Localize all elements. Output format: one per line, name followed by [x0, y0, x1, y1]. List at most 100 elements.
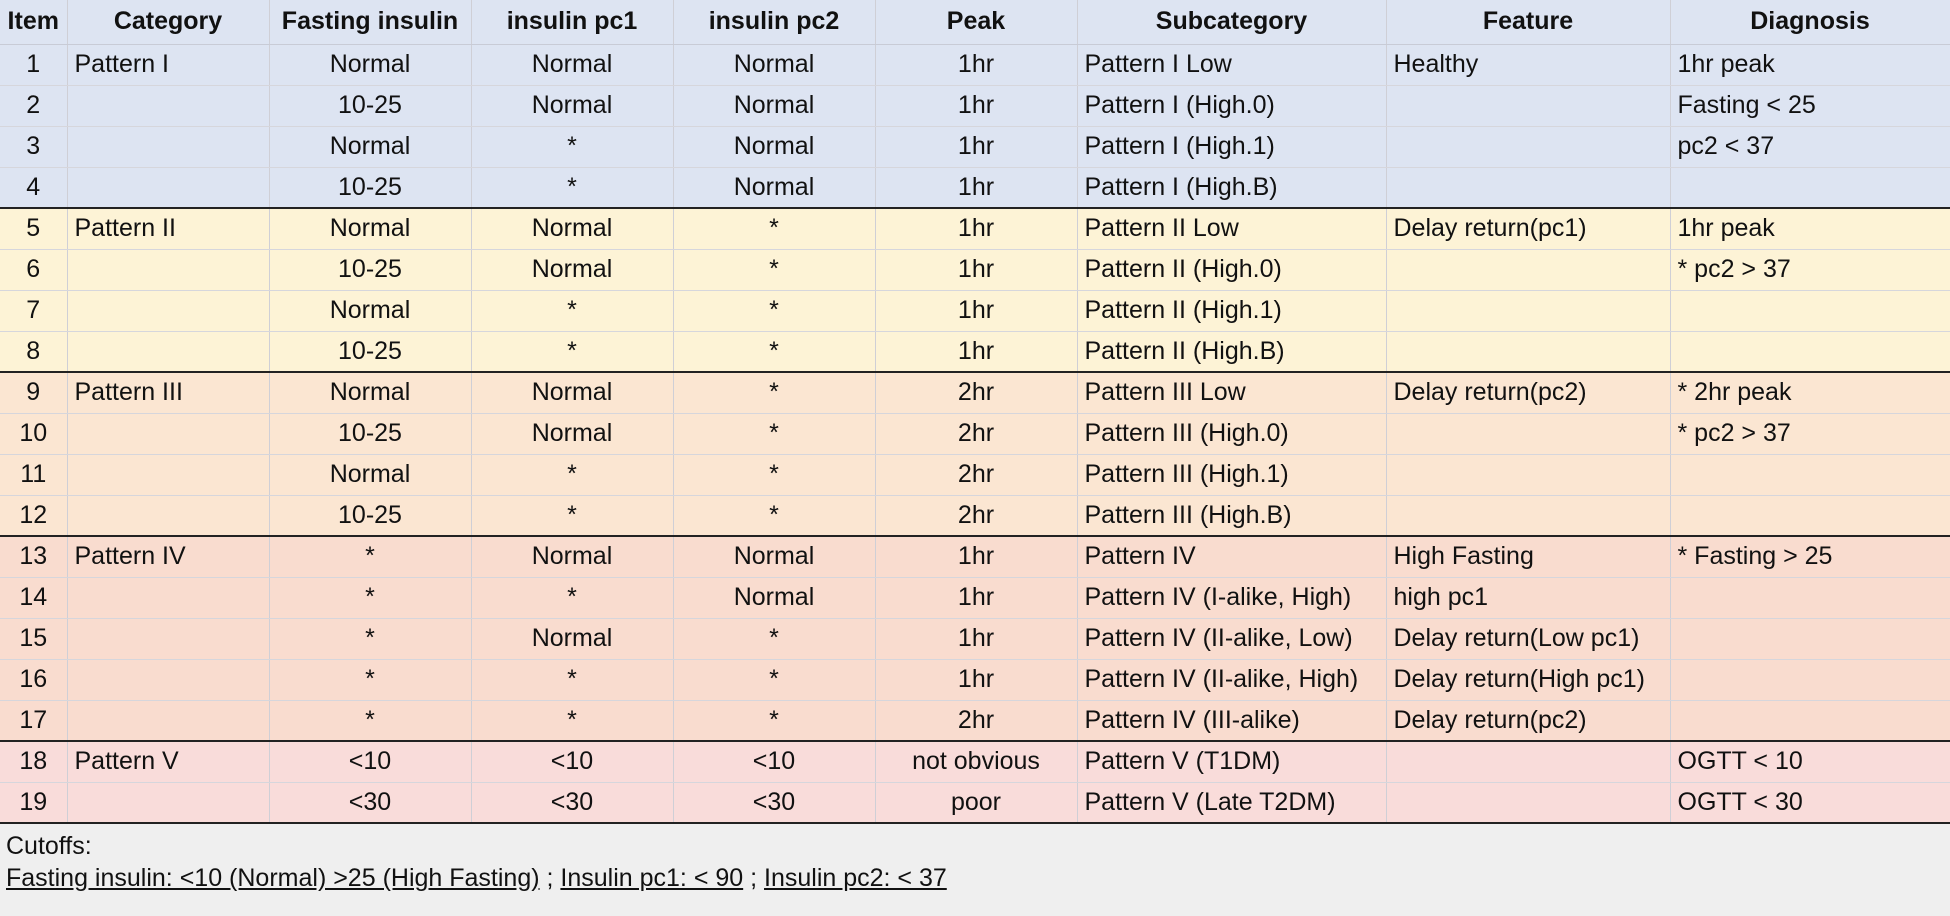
- cell-insulin-pc2[interactable]: Normal: [673, 126, 876, 168]
- cell-item[interactable]: 13: [0, 536, 68, 578]
- cell-item[interactable]: 17: [0, 700, 68, 742]
- cell-insulin-pc1[interactable]: *: [471, 700, 674, 742]
- cell-peak[interactable]: poor: [875, 782, 1078, 824]
- cell-peak[interactable]: 2hr: [875, 413, 1078, 455]
- cell-insulin-pc1[interactable]: *: [471, 167, 674, 209]
- cell-diagnosis[interactable]: [1670, 659, 1950, 701]
- cell-diagnosis[interactable]: pc2 < 37: [1670, 126, 1950, 168]
- cell-category[interactable]: [67, 782, 270, 824]
- cell-insulin-pc1[interactable]: *: [471, 495, 674, 537]
- cell-insulin-pc1[interactable]: *: [471, 331, 674, 373]
- cell-peak[interactable]: 2hr: [875, 495, 1078, 537]
- cell-diagnosis[interactable]: 1hr peak: [1670, 44, 1950, 86]
- cell-insulin-pc1[interactable]: Normal: [471, 618, 674, 660]
- cell-feature[interactable]: High Fasting: [1386, 536, 1671, 578]
- cell-feature[interactable]: Delay return(pc2): [1386, 372, 1671, 414]
- cell-insulin-pc2[interactable]: Normal: [673, 44, 876, 86]
- cell-peak[interactable]: not obvious: [875, 741, 1078, 783]
- cell-fasting-insulin[interactable]: *: [269, 536, 472, 578]
- cell-fasting-insulin[interactable]: 10-25: [269, 85, 472, 127]
- cell-insulin-pc2[interactable]: *: [673, 249, 876, 291]
- cell-item[interactable]: 9: [0, 372, 68, 414]
- cell-subcategory[interactable]: Pattern IV (II-alike, High): [1077, 659, 1387, 701]
- cell-fasting-insulin[interactable]: *: [269, 659, 472, 701]
- header-feature[interactable]: Feature: [1386, 0, 1671, 45]
- cell-item[interactable]: 5: [0, 208, 68, 250]
- cell-insulin-pc2[interactable]: *: [673, 495, 876, 537]
- cell-diagnosis[interactable]: [1670, 454, 1950, 496]
- cell-peak[interactable]: 1hr: [875, 44, 1078, 86]
- header-diagnosis[interactable]: Diagnosis: [1670, 0, 1950, 45]
- cell-insulin-pc2[interactable]: Normal: [673, 85, 876, 127]
- cell-category[interactable]: Pattern II: [67, 208, 270, 250]
- cell-diagnosis[interactable]: * Fasting > 25: [1670, 536, 1950, 578]
- cell-subcategory[interactable]: Pattern II (High.1): [1077, 290, 1387, 332]
- cell-peak[interactable]: 2hr: [875, 700, 1078, 742]
- cell-peak[interactable]: 1hr: [875, 659, 1078, 701]
- cell-category[interactable]: [67, 659, 270, 701]
- cell-diagnosis[interactable]: [1670, 495, 1950, 537]
- cell-feature[interactable]: [1386, 126, 1671, 168]
- cell-fasting-insulin[interactable]: *: [269, 577, 472, 619]
- cell-subcategory[interactable]: Pattern II (High.0): [1077, 249, 1387, 291]
- cell-category[interactable]: [67, 290, 270, 332]
- cell-category[interactable]: Pattern IV: [67, 536, 270, 578]
- header-item[interactable]: Item: [0, 0, 68, 45]
- cell-peak[interactable]: 1hr: [875, 618, 1078, 660]
- cell-feature[interactable]: [1386, 454, 1671, 496]
- cell-subcategory[interactable]: Pattern V (T1DM): [1077, 741, 1387, 783]
- cell-subcategory[interactable]: Pattern IV (III-alike): [1077, 700, 1387, 742]
- cell-insulin-pc1[interactable]: Normal: [471, 536, 674, 578]
- cell-subcategory[interactable]: Pattern I Low: [1077, 44, 1387, 86]
- cell-diagnosis[interactable]: OGTT < 10: [1670, 741, 1950, 783]
- cell-peak[interactable]: 1hr: [875, 249, 1078, 291]
- cell-insulin-pc2[interactable]: Normal: [673, 577, 876, 619]
- cell-feature[interactable]: [1386, 495, 1671, 537]
- cell-subcategory[interactable]: Pattern V (Late T2DM): [1077, 782, 1387, 824]
- cell-insulin-pc1[interactable]: <10: [471, 741, 674, 783]
- cell-diagnosis[interactable]: [1670, 618, 1950, 660]
- cell-category[interactable]: [67, 85, 270, 127]
- cell-insulin-pc1[interactable]: Normal: [471, 413, 674, 455]
- cell-diagnosis[interactable]: [1670, 167, 1950, 209]
- cell-insulin-pc2[interactable]: *: [673, 372, 876, 414]
- cell-category[interactable]: Pattern III: [67, 372, 270, 414]
- cell-item[interactable]: 16: [0, 659, 68, 701]
- cell-feature[interactable]: [1386, 249, 1671, 291]
- cell-insulin-pc2[interactable]: <30: [673, 782, 876, 824]
- cell-subcategory[interactable]: Pattern IV (II-alike, Low): [1077, 618, 1387, 660]
- cell-fasting-insulin[interactable]: Normal: [269, 290, 472, 332]
- cell-feature[interactable]: [1386, 167, 1671, 209]
- cell-insulin-pc1[interactable]: <30: [471, 782, 674, 824]
- header-category[interactable]: Category: [67, 0, 270, 45]
- cell-peak[interactable]: 2hr: [875, 372, 1078, 414]
- header-insulin-pc2[interactable]: insulin pc2: [673, 0, 876, 45]
- cell-category[interactable]: [67, 618, 270, 660]
- cell-fasting-insulin[interactable]: <30: [269, 782, 472, 824]
- cell-peak[interactable]: 1hr: [875, 167, 1078, 209]
- cell-item[interactable]: 15: [0, 618, 68, 660]
- cell-subcategory[interactable]: Pattern I (High.1): [1077, 126, 1387, 168]
- cell-peak[interactable]: 1hr: [875, 208, 1078, 250]
- cell-fasting-insulin[interactable]: <10: [269, 741, 472, 783]
- cell-category[interactable]: [67, 454, 270, 496]
- cell-subcategory[interactable]: Pattern I (High.B): [1077, 167, 1387, 209]
- cell-feature[interactable]: [1386, 331, 1671, 373]
- cell-peak[interactable]: 1hr: [875, 577, 1078, 619]
- cell-insulin-pc2[interactable]: <10: [673, 741, 876, 783]
- cell-item[interactable]: 10: [0, 413, 68, 455]
- cell-diagnosis[interactable]: 1hr peak: [1670, 208, 1950, 250]
- cell-category[interactable]: [67, 413, 270, 455]
- cell-insulin-pc2[interactable]: *: [673, 659, 876, 701]
- cell-fasting-insulin[interactable]: Normal: [269, 44, 472, 86]
- cell-feature[interactable]: high pc1: [1386, 577, 1671, 619]
- cell-item[interactable]: 12: [0, 495, 68, 537]
- cell-item[interactable]: 1: [0, 44, 68, 86]
- cell-fasting-insulin[interactable]: 10-25: [269, 495, 472, 537]
- cell-insulin-pc1[interactable]: Normal: [471, 85, 674, 127]
- cell-item[interactable]: 7: [0, 290, 68, 332]
- cell-peak[interactable]: 1hr: [875, 331, 1078, 373]
- cell-feature[interactable]: [1386, 290, 1671, 332]
- cell-feature[interactable]: Delay return(pc1): [1386, 208, 1671, 250]
- cell-category[interactable]: [67, 495, 270, 537]
